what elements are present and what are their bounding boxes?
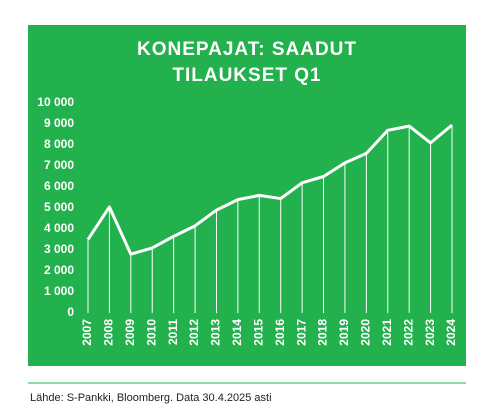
x-tick-label: 2017 (294, 319, 308, 346)
x-tick-label: 2013 (209, 319, 223, 346)
y-tick-label: 3 000 (44, 242, 74, 256)
y-tick-label: 8 000 (44, 137, 74, 151)
data-line (86, 123, 453, 256)
x-tick-label: 2009 (123, 319, 137, 346)
x-tick-label: 2022 (401, 319, 415, 346)
y-tick-label: 4 000 (44, 221, 74, 235)
chart-background (28, 25, 466, 366)
x-tick-label: 2012 (187, 319, 201, 346)
y-tick-label: 2 000 (44, 263, 74, 277)
x-tick-label: 2008 (102, 319, 116, 346)
x-tick-label: 2014 (230, 319, 244, 346)
x-tick-label: 2020 (359, 319, 373, 346)
y-tick-label: 7 000 (44, 158, 74, 172)
x-tick-label: 2019 (337, 319, 351, 346)
x-tick-label: 2024 (444, 319, 458, 346)
x-tick-label: 2021 (380, 319, 394, 346)
y-tick-label: 0 (67, 305, 74, 319)
source: Lähde: S-Pankki, Bloomberg. Data 30.4.20… (30, 392, 272, 404)
y-tick-label: 6 000 (44, 179, 74, 193)
y-tick-label: 5 000 (44, 200, 74, 214)
y-tick-label: 10 000 (37, 95, 74, 109)
chart-title: KONEPAJAT: SAADUT (137, 39, 357, 60)
x-tick-label: 2007 (80, 319, 94, 346)
x-tick-label: 2015 (251, 319, 265, 346)
x-tick-label: 2010 (144, 319, 158, 346)
x-tick-label: 2018 (316, 319, 330, 346)
x-tick-label: 2016 (273, 319, 287, 346)
x-tick-label: 2011 (166, 319, 180, 345)
chart-title: TILAUKSET Q1 (172, 65, 321, 86)
x-tick-label: 2023 (423, 319, 437, 346)
y-tick-label: 9 000 (44, 116, 74, 130)
y-tick-label: 1 000 (44, 284, 74, 298)
